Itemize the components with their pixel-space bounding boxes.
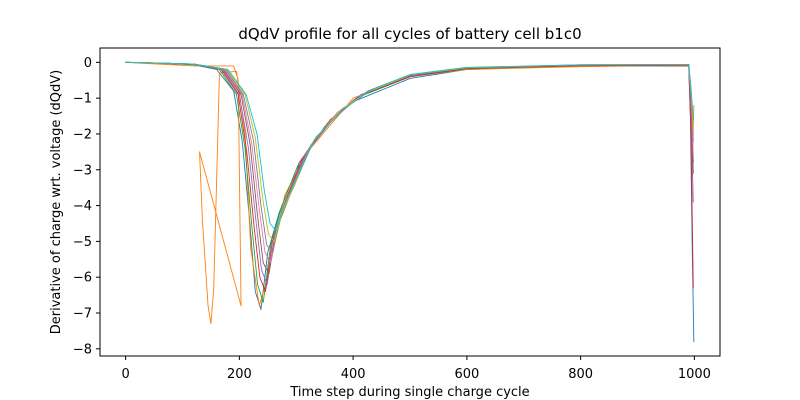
y-axis-label: Derivative of charge wrt. voltage (dQdV) — [49, 70, 64, 335]
x-tick-label: 400 — [341, 367, 366, 382]
series-line-1 — [125, 61, 695, 343]
series-line-8 — [125, 61, 694, 253]
x-tick-label: 1000 — [678, 367, 711, 382]
y-tick-label: −1 — [73, 92, 92, 107]
series-group — [125, 61, 695, 343]
chart-title: dQdV profile for all cycles of battery c… — [238, 25, 581, 43]
plot-frame — [99, 47, 721, 357]
y-axis: 0 −1 −2 −3 −4 −5 −6 −7 −8 — [73, 56, 100, 357]
y-tick-label: −4 — [73, 199, 92, 214]
series-line-7 — [125, 61, 694, 264]
series-line-9 — [125, 61, 694, 242]
y-tick-label: −5 — [73, 235, 92, 250]
y-tick-label: −2 — [73, 127, 92, 142]
series-line-4 — [125, 61, 694, 292]
y-tick-label: −8 — [73, 342, 92, 357]
y-tick-label: −6 — [73, 271, 92, 286]
x-tick-label: 800 — [568, 367, 593, 382]
x-tick-label: 0 — [121, 367, 129, 382]
series-line-2 — [125, 61, 695, 325]
series-line-3 — [125, 61, 694, 303]
x-tick-label: 600 — [454, 367, 479, 382]
y-tick-label: 0 — [84, 56, 92, 71]
y-tick-label: −7 — [73, 307, 92, 322]
x-axis-label: Time step during single charge cycle — [289, 385, 529, 400]
series-line-6 — [125, 61, 694, 275]
y-tick-label: −3 — [73, 163, 92, 178]
series-line-10 — [125, 61, 694, 232]
series-line-5 — [125, 61, 694, 285]
x-axis: 0 200 400 600 800 1000 — [121, 356, 711, 382]
x-tick-label: 200 — [227, 367, 252, 382]
